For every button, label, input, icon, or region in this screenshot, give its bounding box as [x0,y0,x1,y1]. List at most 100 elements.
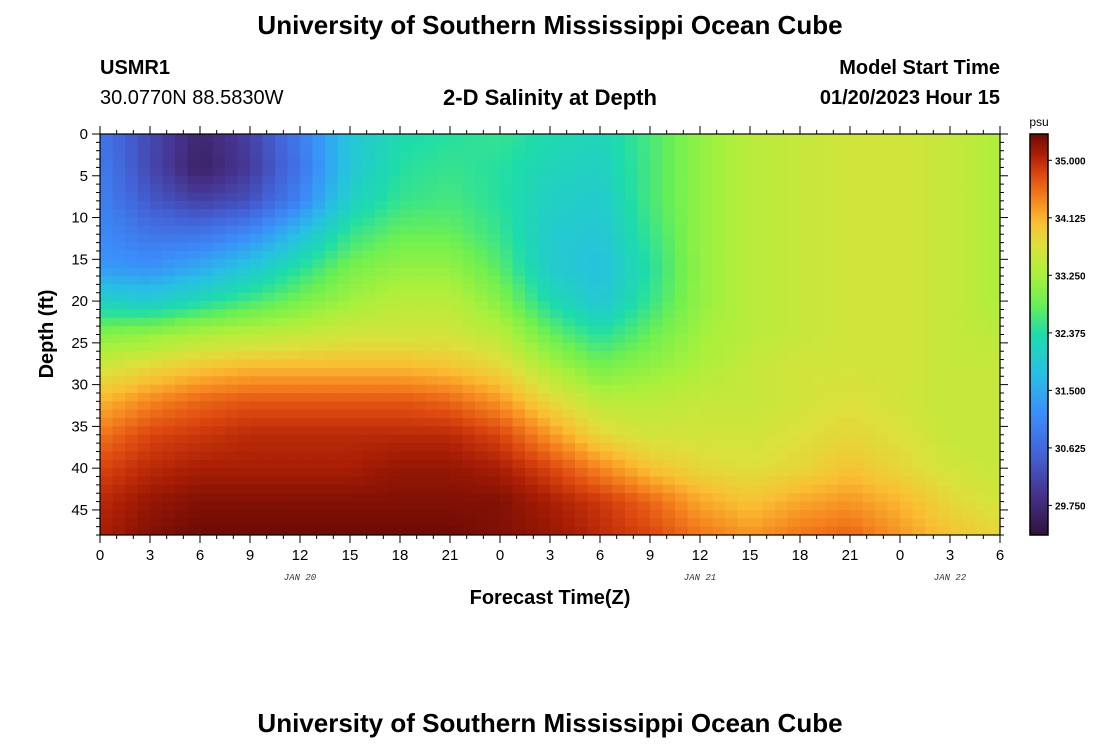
heatmap-cell [575,284,589,294]
heatmap-cell [475,476,489,486]
heatmap-cell [337,367,351,377]
heatmap-cell [125,150,139,160]
heatmap-cell [387,250,401,260]
heatmap-cell [900,317,914,327]
heatmap-cell [850,276,864,285]
heatmap-cell [912,518,926,528]
heatmap-cell [312,351,326,361]
heatmap-cell [575,334,589,344]
heatmap-cell [237,451,251,461]
heatmap-cell [775,409,789,419]
heatmap-cell [275,184,289,194]
heatmap-cell [737,443,751,453]
heatmap-cell [237,134,251,143]
heatmap-cell [312,401,326,411]
heatmap-cell [300,434,314,444]
heatmap-cell [150,409,164,419]
heatmap-cell [112,192,126,202]
heatmap-cell [950,276,964,285]
heatmap-cell [125,359,139,369]
heatmap-cell [775,493,789,503]
heatmap-cell [687,267,701,277]
heatmap-cell [212,284,226,294]
heatmap-cell [700,334,714,344]
heatmap-cell [712,142,726,152]
heatmap-cell [337,150,351,160]
heatmap-cell [400,401,414,411]
heatmap-cell [487,451,501,461]
heatmap-cell [325,468,339,478]
heatmap-cell [887,267,901,277]
heatmap-cell [512,459,526,469]
heatmap-cell [425,426,439,436]
heatmap-cell [787,292,801,302]
heatmap-cell [937,443,951,453]
heatmap-cell [275,334,289,344]
heatmap-cell [562,451,576,461]
heatmap-cell [700,209,714,219]
heatmap-cell [687,242,701,252]
heatmap-cell [137,342,151,352]
heatmap-cell [412,351,426,361]
heatmap-cell [500,234,514,244]
heatmap-cell [187,451,201,461]
heatmap-cell [450,384,464,394]
heatmap-cell [837,234,851,244]
heatmap-cell [550,484,564,494]
heatmap-cell [825,342,839,352]
heatmap-cell [600,184,614,194]
heatmap-cell [275,392,289,402]
heatmap-cell [700,526,714,535]
heatmap-cell [187,326,201,336]
heatmap-cell [225,225,239,235]
heatmap-cell [250,267,264,277]
x-tick-label: 9 [646,547,654,564]
station-id: USMR1 [100,57,171,79]
heatmap-cell [712,342,726,352]
heatmap-cell [825,409,839,419]
heatmap-cell [162,142,176,152]
heatmap-cell [200,526,214,535]
heatmap-cell [775,167,789,177]
heatmap-cell [425,167,439,177]
heatmap-cell [850,142,864,152]
heatmap-cell [550,443,564,453]
heatmap-cell [387,376,401,386]
station-coordinates: 30.0770N 88.5830W [100,87,284,109]
heatmap-cell [775,309,789,319]
heatmap-cell [137,284,151,294]
heatmap-cell [187,518,201,528]
heatmap-cell [975,351,989,361]
heatmap-cell [775,384,789,394]
heatmap-cell [525,518,539,528]
heatmap-cell [262,167,276,177]
heatmap-cell [862,134,876,143]
heatmap-cell [712,526,726,535]
heatmap-cell [662,301,676,311]
heatmap-cell [850,526,864,535]
heatmap-cell [112,342,126,352]
heatmap-cell [362,443,376,453]
heatmap-cell [425,334,439,344]
heatmap-cell [225,468,239,478]
heatmap-cell [812,150,826,160]
heatmap-cell [925,234,939,244]
heatmap-cell [575,200,589,210]
heatmap-cell [412,150,426,160]
heatmap-cell [812,175,826,185]
heatmap-cell [775,301,789,311]
heatmap-cell [487,200,501,210]
heatmap-cell [600,351,614,361]
heatmap-cell [400,434,414,444]
heatmap-cell [112,509,126,519]
heatmap-cell [725,468,739,478]
heatmap-cell [125,259,139,269]
heatmap-cell [737,518,751,528]
heatmap-cell [637,376,651,386]
heatmap-cell [237,142,251,152]
heatmap-cell [475,426,489,436]
heatmap-cell [225,142,239,152]
heatmap-cell [562,409,576,419]
heatmap-cell [437,518,451,528]
heatmap-cell [437,217,451,227]
